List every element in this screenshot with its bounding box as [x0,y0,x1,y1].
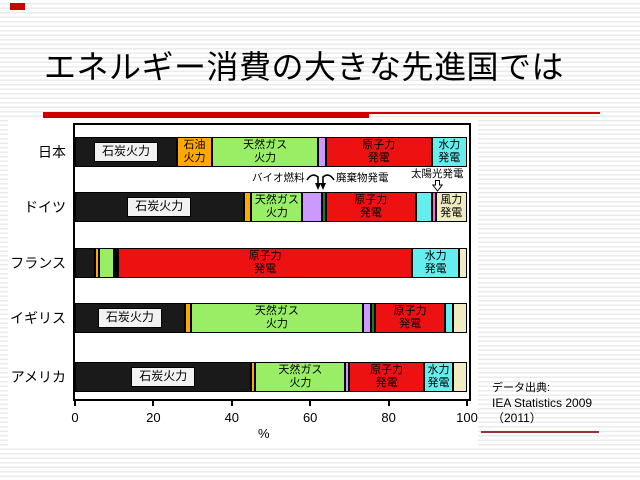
segment-gas: 天然ガス 火力 [251,192,303,222]
ylabel-japan: 日本 [38,144,66,160]
annotation-waste: 廃棄物発電 [336,172,389,184]
segment-hydro: 水力 発電 [423,362,454,392]
segment-nuclear: 原子力 発電 [118,248,413,278]
segment-wind [453,362,467,392]
segment-oil [243,192,252,222]
bar-japan: 石炭火力 石油 火力 天然ガス 火力 原子力 発電 水力 発電 [75,137,467,167]
segment-label-nuclear: 原子力 発電 [362,139,396,164]
data-source-heading: データ出典: [492,382,551,394]
bar-uk: 石炭火力 天然ガス 火力 原子力 発電 [75,303,467,333]
segment-label-coal: 石炭火力 [93,142,158,162]
segment-hydro: 水力 発電 [412,248,460,278]
segment-nuclear: 原子力 発電 [374,303,446,333]
title-underline-thick [43,112,369,120]
segment-gas: 天然ガス 火力 [212,137,318,167]
xtick-mark-100 [466,401,468,406]
segment-label-hydro: 水力 発電 [427,364,450,389]
segment-label-nuclear: 原子力 発電 [393,305,427,330]
page-title: エネルギー消費の大きな先進国では [44,49,565,85]
segment-label-nuclear: 原子力 発電 [248,250,282,275]
xtick-mark-0 [74,401,76,406]
segment-label-hydro: 水力 発電 [424,250,447,275]
segment-nuclear: 原子力 発電 [325,192,416,222]
segment-waste [321,192,326,222]
ylabel-germany: ドイツ [24,199,66,215]
biofuel-curved-arrow-icon [306,174,321,190]
country-labels: 日本ドイツフランスイギリスアメリカ [4,125,66,399]
segment-coal: 石炭火力 [75,192,244,222]
segment-gas [98,248,115,278]
segment-oil: 石油 火力 [176,137,213,167]
segment-oil [251,362,256,392]
data-source: データ出典: IEA Statistics 2009 （2011） [492,381,638,426]
segment-coal: 石炭火力 [75,303,185,333]
segment-waste [116,248,119,278]
segment-biofuel [363,303,371,333]
xtick-label-20: 20 [146,410,161,425]
segment-label-coal: 石炭火力 [127,197,192,217]
segment-hydro [415,192,432,222]
segment-label-gas: 天然ガス 火力 [278,364,323,389]
xtick-label-100: 100 [456,410,478,425]
bar-usa: 石炭火力 天然ガス 火力 原子力 発電 水力 発電 [75,362,467,392]
segment-label-gas: 天然ガス 火力 [254,305,299,330]
segment-solar [431,192,436,222]
segment-hydro: 水力 発電 [431,137,467,167]
segment-biofuel [114,248,117,278]
bar-france: 原子力 発電 水力 発電 [75,248,467,278]
xtick-label-40: 40 [224,410,240,425]
segment-label-nuclear: 原子力 発電 [354,194,388,219]
data-source-reference: IEA Statistics 2009 [492,396,593,410]
segment-coal: 石炭火力 [75,137,177,167]
waste-curved-arrow-icon [320,174,335,190]
segment-oil [184,303,191,333]
segment-label-gas: 天然ガス 火力 [254,194,299,219]
segment-gas: 天然ガス 火力 [190,303,364,333]
segment-biofuel [302,192,322,222]
segment-coal [75,248,95,278]
segment-waste [370,303,375,333]
segment-label-wind: 風力 発電 [440,194,463,219]
xtick-mark-60 [309,401,312,406]
segment-biofuel [318,137,326,167]
annotation-biofuel: バイオ燃料 [252,172,305,184]
bottom-right-rule [481,431,599,433]
segment-label-coal: 石炭火力 [97,308,162,328]
segment-hydro [445,303,454,333]
data-source-year: （2011） [492,411,542,425]
ylabel-uk: イギリス [10,310,66,326]
segment-nuclear: 原子力 発電 [349,362,424,392]
annotation-solar: 太陽光発電 [411,168,464,180]
bar-germany: 石炭火力 天然ガス 火力 原子力 発電 風力 発電 [75,192,467,222]
solar-down-arrow-icon [432,180,443,192]
segment-label-gas: 天然ガス 火力 [243,139,288,164]
segment-label-oil: 石油 火力 [183,139,206,164]
segment-wind [459,248,467,278]
ylabel-usa: アメリカ [10,369,66,385]
xtick-label-80: 80 [381,410,396,425]
ylabel-france: フランス [10,255,66,271]
segment-label-hydro: 水力 発電 [438,139,461,164]
segment-label-coal: 石炭火力 [131,367,196,387]
xtick-mark-40 [230,401,233,406]
red-corner-accent [10,3,25,10]
stacked-bars: 石炭火力 石油 火力 天然ガス 火力 原子力 発電 水力 発電 石炭火力 天然ガス 火力 原子… [75,125,467,399]
segment-wind: 風力 発電 [435,192,467,222]
title-underline-thin [369,112,600,114]
xtick-mark-80 [387,401,390,406]
segment-biofuel [345,362,350,392]
segment-gas: 天然ガス 火力 [255,362,346,392]
x-axis-unit-label: % [258,426,270,441]
segment-coal: 石炭火力 [75,362,252,392]
segment-nuclear: 原子力 発電 [325,137,432,167]
xtick-label-60: 60 [302,410,318,425]
segment-oil [94,248,99,278]
xtick-label-0: 0 [71,410,79,425]
segment-label-nuclear: 原子力 発電 [370,364,404,389]
segment-wind [453,303,467,333]
xtick-mark-20 [152,401,155,406]
x-axis: 0 20 40 60 80 100 [71,401,478,435]
